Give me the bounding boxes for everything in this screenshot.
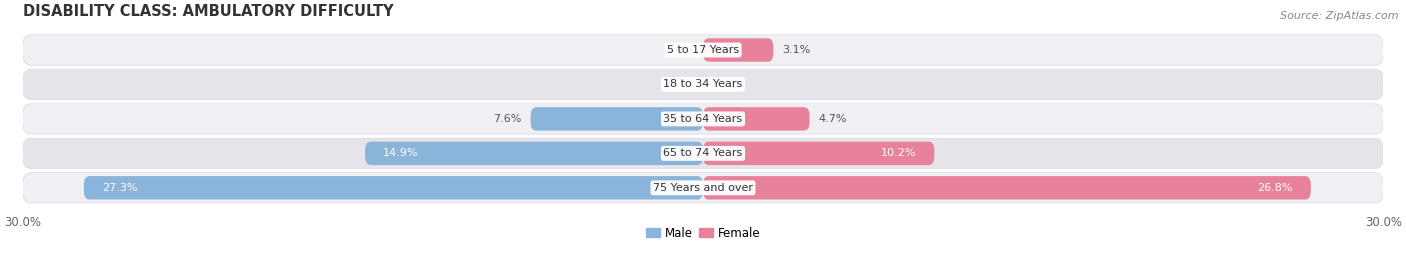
Text: DISABILITY CLASS: AMBULATORY DIFFICULTY: DISABILITY CLASS: AMBULATORY DIFFICULTY — [22, 4, 394, 19]
Text: 0.0%: 0.0% — [665, 45, 695, 55]
FancyBboxPatch shape — [22, 138, 1384, 168]
Text: 18 to 34 Years: 18 to 34 Years — [664, 79, 742, 90]
Text: 65 to 74 Years: 65 to 74 Years — [664, 148, 742, 158]
Text: 14.9%: 14.9% — [384, 148, 419, 158]
Text: Source: ZipAtlas.com: Source: ZipAtlas.com — [1281, 11, 1399, 21]
Legend: Male, Female: Male, Female — [645, 226, 761, 239]
FancyBboxPatch shape — [22, 173, 1384, 203]
FancyBboxPatch shape — [22, 69, 1384, 100]
Text: 0.0%: 0.0% — [665, 79, 695, 90]
FancyBboxPatch shape — [703, 107, 810, 131]
FancyBboxPatch shape — [22, 104, 1384, 134]
Text: 4.7%: 4.7% — [818, 114, 848, 124]
Text: 26.8%: 26.8% — [1257, 183, 1292, 193]
FancyBboxPatch shape — [366, 142, 703, 165]
FancyBboxPatch shape — [703, 142, 935, 165]
FancyBboxPatch shape — [703, 38, 773, 62]
Text: 35 to 64 Years: 35 to 64 Years — [664, 114, 742, 124]
FancyBboxPatch shape — [703, 176, 1310, 200]
Text: 75 Years and over: 75 Years and over — [652, 183, 754, 193]
Text: 7.6%: 7.6% — [494, 114, 522, 124]
Text: 10.2%: 10.2% — [880, 148, 917, 158]
Text: 5 to 17 Years: 5 to 17 Years — [666, 45, 740, 55]
FancyBboxPatch shape — [530, 107, 703, 131]
FancyBboxPatch shape — [84, 176, 703, 200]
Text: 0.0%: 0.0% — [711, 79, 741, 90]
Text: 27.3%: 27.3% — [103, 183, 138, 193]
Text: 3.1%: 3.1% — [782, 45, 811, 55]
FancyBboxPatch shape — [22, 35, 1384, 65]
